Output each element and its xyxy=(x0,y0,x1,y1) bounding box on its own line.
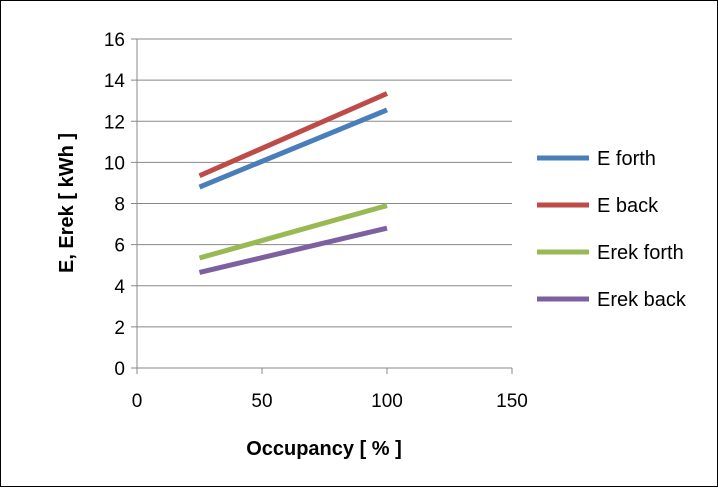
x-axis-title: Occupancy [ % ] xyxy=(246,438,402,460)
series-line xyxy=(198,203,388,261)
series-line xyxy=(198,107,388,190)
y-tick-label: 16 xyxy=(104,30,125,51)
axes xyxy=(131,38,513,374)
y-tick-label: 0 xyxy=(114,359,125,380)
data-series xyxy=(198,91,389,275)
x-tick-label: 150 xyxy=(496,391,528,412)
y-tick-label: 8 xyxy=(114,195,125,216)
y-axis-title: E, Erek [ kWh ] xyxy=(56,133,78,273)
x-tick-label: 50 xyxy=(251,391,272,412)
series-line xyxy=(198,225,388,275)
legend: E forth E back Erek forth Erek back xyxy=(537,148,687,311)
tick-labels: 0 2 4 6 8 10 12 14 16 0 50 100 150 xyxy=(104,30,528,412)
x-tick-label: 0 xyxy=(132,391,143,412)
gridlines xyxy=(137,38,512,328)
y-tick-label: 6 xyxy=(114,236,125,257)
legend-label: E back xyxy=(597,195,659,217)
y-tick-label: 10 xyxy=(104,153,125,174)
x-tick-label: 100 xyxy=(371,391,403,412)
y-tick-label: 4 xyxy=(114,277,125,298)
legend-label: E forth xyxy=(597,148,656,170)
legend-label: Erek forth xyxy=(597,242,684,264)
y-tick-label: 2 xyxy=(114,318,125,339)
y-tick-label: 12 xyxy=(104,112,125,133)
y-tick-label: 14 xyxy=(104,71,126,92)
legend-label: Erek back xyxy=(597,289,687,311)
series-line xyxy=(198,91,389,179)
